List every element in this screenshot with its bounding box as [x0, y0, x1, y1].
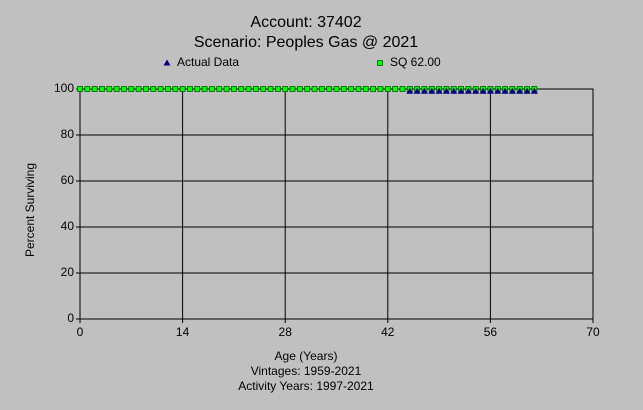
- data-point: [333, 86, 340, 92]
- chart-subtitle: Scenario: Peoples Gas @ 2021: [194, 34, 418, 51]
- data-point: [223, 86, 230, 92]
- data-point: [508, 87, 516, 94]
- data-point: [392, 86, 399, 92]
- chart-title: Account: 37402: [250, 14, 361, 31]
- data-point: [84, 86, 91, 92]
- x-tick-label: 56: [484, 325, 498, 339]
- data-point: [165, 86, 171, 92]
- data-point: [135, 86, 142, 92]
- data-point: [450, 87, 458, 94]
- data-point: [420, 87, 428, 94]
- data-point: [340, 86, 347, 92]
- x-tick-label: 70: [586, 325, 600, 339]
- y-tick-label: 0: [67, 311, 74, 325]
- data-point: [486, 87, 494, 94]
- data-point: [472, 87, 480, 94]
- data-point: [179, 86, 186, 92]
- x-tick-label: 0: [77, 325, 84, 339]
- legend-label: Actual Data: [177, 55, 239, 69]
- data-point: [494, 87, 502, 94]
- data-point: [274, 86, 281, 92]
- data-point: [91, 86, 98, 92]
- data-point: [355, 86, 362, 92]
- data-point: [260, 86, 267, 92]
- y-axis-label: Percent Surviving: [23, 163, 37, 257]
- data-point: [289, 86, 296, 92]
- data-point: [201, 86, 208, 92]
- data-point: [362, 86, 369, 92]
- data-point: [384, 86, 391, 92]
- data-point: [238, 86, 245, 92]
- legend-marker: [377, 60, 383, 66]
- data-point: [311, 86, 318, 92]
- data-point: [128, 86, 135, 92]
- data-point: [245, 86, 252, 92]
- data-point: [77, 86, 83, 92]
- data-point: [121, 86, 127, 92]
- data-point: [267, 86, 274, 92]
- data-point: [377, 86, 384, 92]
- data-point: [479, 87, 487, 94]
- data-point: [157, 86, 164, 92]
- y-tick-label: 100: [54, 81, 74, 95]
- data-point: [428, 87, 436, 94]
- data-point: [194, 86, 201, 92]
- data-point: [516, 87, 524, 94]
- data-point: [501, 87, 509, 94]
- data-point: [457, 87, 465, 94]
- data-point: [113, 86, 120, 92]
- x-tick-label: 42: [381, 325, 395, 339]
- data-point: [464, 87, 472, 94]
- data-point: [172, 86, 179, 92]
- legend-marker: [163, 59, 171, 66]
- legend-label: SQ 62.00: [390, 55, 441, 69]
- y-tick-label: 40: [61, 219, 75, 233]
- data-point: [209, 86, 215, 92]
- x-axis-label: Age (Years): [275, 349, 338, 363]
- data-point: [530, 87, 538, 94]
- data-point: [187, 86, 193, 92]
- data-point: [435, 87, 443, 94]
- data-point: [230, 86, 237, 92]
- x-tick-label: 28: [279, 325, 293, 339]
- data-point: [252, 86, 259, 92]
- note: Vintages: 1959-2021: [251, 364, 362, 378]
- y-tick-label: 20: [61, 265, 75, 279]
- x-tick-label: 14: [176, 325, 190, 339]
- data-point: [326, 86, 333, 92]
- data-point: [106, 86, 113, 92]
- data-point: [523, 87, 531, 94]
- note: Activity Years: 1997-2021: [238, 379, 374, 393]
- data-point: [399, 86, 406, 92]
- data-point: [150, 86, 157, 92]
- data-point: [216, 86, 223, 92]
- data-point: [318, 86, 325, 92]
- data-point: [406, 87, 414, 94]
- data-point: [348, 86, 355, 92]
- data-point: [442, 87, 450, 94]
- data-point: [413, 87, 421, 94]
- data-point: [370, 86, 377, 92]
- data-point: [99, 86, 105, 92]
- data-point: [304, 86, 311, 92]
- y-tick-label: 80: [61, 127, 75, 141]
- data-point: [296, 86, 303, 92]
- y-tick-label: 60: [61, 173, 75, 187]
- data-point: [282, 86, 289, 92]
- data-point: [143, 86, 149, 92]
